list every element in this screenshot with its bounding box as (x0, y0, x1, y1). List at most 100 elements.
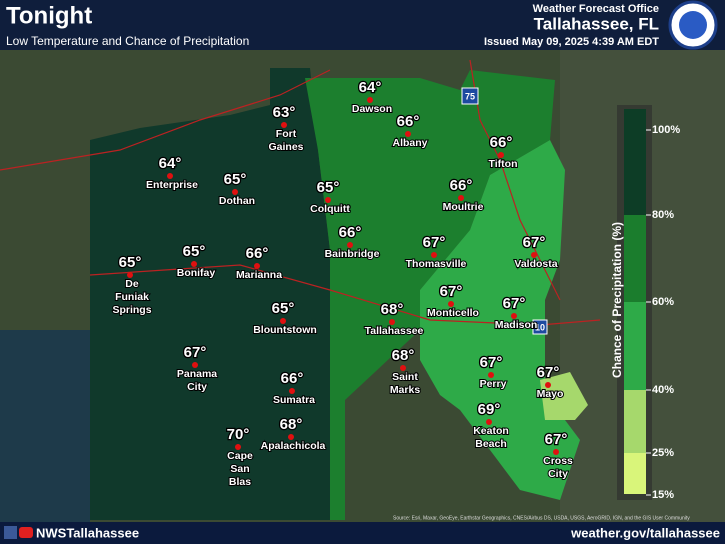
temperature: 65° (224, 171, 247, 188)
legend-swatch (624, 453, 646, 494)
zone-medium (305, 70, 555, 520)
office: Weather Forecast Office (533, 3, 659, 15)
zone-dark-north (90, 115, 230, 230)
city-dot (127, 272, 133, 278)
zone-dark (90, 68, 330, 520)
location: Tallahassee, FL (534, 14, 659, 33)
city-dot (400, 365, 406, 371)
city-dot (347, 242, 353, 248)
city-dot (289, 388, 295, 394)
temperature: 68° (392, 347, 415, 364)
city-name: Sumatra (273, 394, 315, 406)
social-handle[interactable]: NWSTallahassee (36, 525, 139, 540)
city-name: City (187, 381, 207, 393)
city-name: Marks (390, 384, 421, 396)
highway-label: 10 (535, 322, 545, 332)
city-dot (486, 419, 492, 425)
facebook-icon[interactable] (4, 526, 17, 539)
legend-label: 15% (652, 489, 674, 501)
legend-label: 40% (652, 384, 674, 396)
city-dot (232, 189, 238, 195)
city-name: Colquitt (310, 203, 350, 215)
city-name: Enterprise (146, 179, 198, 191)
city-name: De (125, 278, 139, 290)
temperature: 67° (545, 431, 568, 448)
temperature: 64° (359, 79, 382, 96)
city-name: Keaton (473, 425, 509, 437)
city-name: Blountstown (253, 324, 317, 336)
city-dot (254, 263, 260, 269)
legend-label: 80% (652, 209, 674, 221)
city-name: Fort (276, 128, 297, 140)
zone-pale (540, 372, 588, 420)
temperature: 65° (317, 179, 340, 196)
city-name: Beach (475, 438, 507, 450)
highway-label: 75 (465, 91, 475, 101)
city-name: City (548, 468, 568, 480)
city-name: Funiak (115, 291, 149, 303)
city-name: Cross (543, 455, 573, 467)
zone-light (420, 140, 580, 500)
city-dot (511, 313, 517, 319)
temperature: 65° (183, 243, 206, 260)
temperature: 66° (281, 370, 304, 387)
temperature: 67° (537, 364, 560, 381)
interstate-75 (469, 59, 561, 301)
temperature: 66° (450, 177, 473, 194)
city-dot (488, 372, 494, 378)
city-name: Dothan (219, 195, 255, 207)
legend-swatch (624, 215, 646, 302)
city-dot (458, 195, 464, 201)
temperature: 67° (503, 295, 526, 312)
city-dot (325, 197, 331, 203)
header-bar (0, 0, 725, 50)
city-name: Perry (480, 378, 507, 390)
source: Source: Esri, Maxar, GeoEye, Earthstar G… (393, 515, 690, 521)
city-dot (280, 318, 286, 324)
temperature: 69° (478, 401, 501, 418)
footer-bar (0, 522, 725, 544)
temperature: 68° (381, 301, 404, 318)
city-dot (448, 301, 454, 307)
issued: Issued May 09, 2025 4:39 AM EDT (484, 36, 659, 48)
city-dot (405, 131, 411, 137)
city-name: Madison (495, 319, 538, 331)
nws-logo-inner (679, 11, 707, 39)
gulf (0, 330, 90, 522)
city-name: Tifton (489, 158, 518, 170)
city-name: Valdosta (514, 258, 557, 270)
city-dot (531, 252, 537, 258)
temperature: 67° (480, 354, 503, 371)
interstate-10 (89, 264, 601, 326)
city-name: Thomasville (406, 258, 467, 270)
city-name: Panama (177, 368, 217, 380)
temperature: 65° (272, 300, 295, 317)
temperature: 67° (440, 283, 463, 300)
highway-shield (461, 87, 479, 105)
city-name: Saint (392, 371, 418, 383)
website[interactable]: weather.gov/tallahassee (570, 525, 720, 540)
city-name: San (230, 463, 249, 475)
legend-label: 60% (652, 296, 674, 308)
city-dot (431, 252, 437, 258)
legend-swatch (624, 390, 646, 453)
city-name: Mayo (537, 388, 564, 400)
legend-label: 25% (652, 447, 674, 459)
temperature: 70° (227, 426, 250, 443)
city-name: Bainbridge (325, 248, 380, 260)
city-name: Marianna (236, 269, 282, 281)
city-name: Apalachicola (261, 440, 326, 452)
city-dot (191, 261, 197, 267)
city-name: Dawson (352, 103, 392, 115)
youtube-icon[interactable] (19, 527, 33, 538)
city-dot (281, 122, 287, 128)
temperature: 66° (246, 245, 269, 262)
legend-swatch (624, 302, 646, 390)
city-dot (545, 382, 551, 388)
temperature: 67° (184, 344, 207, 361)
legend-swatch (624, 109, 646, 215)
temperature: 66° (339, 224, 362, 241)
city-dot (553, 449, 559, 455)
road (0, 69, 331, 171)
